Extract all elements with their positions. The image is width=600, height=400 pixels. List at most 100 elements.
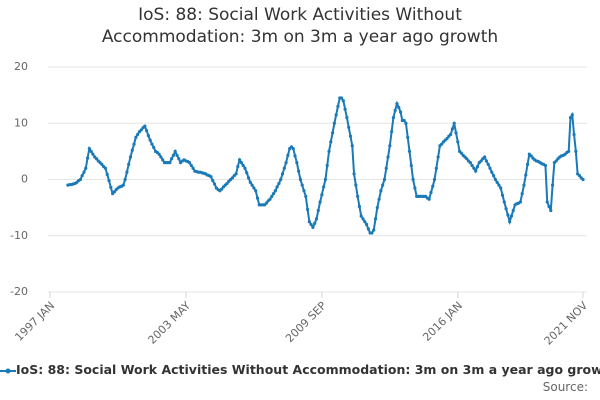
data-point (508, 220, 512, 224)
data-point (230, 176, 235, 180)
data-point (316, 208, 320, 213)
data-point (545, 200, 549, 204)
data-point (297, 169, 301, 173)
data-point (150, 142, 154, 146)
legend: IoS: 88: Social Work Activities Without … (0, 362, 600, 382)
data-point (212, 182, 217, 186)
data-point (366, 227, 370, 231)
data-point (577, 173, 582, 178)
data-point (543, 163, 548, 168)
data-point (522, 183, 526, 187)
data-point (332, 121, 336, 125)
data-point (334, 113, 338, 117)
data-point (359, 214, 363, 218)
data-point (305, 207, 310, 211)
source: Source: (542, 380, 588, 394)
chart-title: IoS: 88: Social Work Activities Without … (101, 5, 499, 47)
x-tick-label: 1997 JAN (12, 299, 57, 344)
x-tick-label: 2009 SEP (283, 299, 329, 345)
data-point (254, 189, 258, 193)
data-point (144, 128, 149, 133)
data-point (364, 222, 369, 227)
data-point (343, 107, 347, 111)
data-point (483, 155, 487, 159)
data-point (291, 146, 295, 151)
data-point (436, 155, 440, 159)
data-point (479, 159, 483, 163)
data-point (574, 149, 578, 153)
data-point (470, 163, 474, 168)
data-point (302, 189, 306, 193)
data-point (330, 131, 335, 135)
data-point (393, 108, 397, 112)
data-point (465, 157, 469, 161)
data-point (175, 153, 179, 157)
data-point (91, 152, 95, 156)
legend-swatch (0, 368, 16, 373)
data-point (275, 185, 279, 189)
data-point (112, 190, 116, 194)
data-point (89, 149, 93, 153)
data-point (474, 169, 478, 173)
data-point (454, 131, 458, 135)
data-point (100, 162, 104, 166)
data-point (282, 166, 286, 170)
data-point (325, 163, 329, 168)
data-point (132, 142, 136, 146)
data-point (352, 172, 356, 176)
data-point (109, 185, 113, 189)
data-point (404, 121, 408, 125)
y-tick-label: 10 (14, 116, 28, 129)
data-point (84, 166, 88, 170)
data-point (493, 177, 497, 182)
data-point (472, 166, 476, 170)
data-point (456, 140, 460, 144)
data-point (136, 132, 140, 137)
data-point (506, 213, 510, 217)
data-point (170, 157, 174, 161)
data-point (459, 151, 463, 155)
data-point (173, 149, 177, 153)
data-point (314, 217, 319, 221)
data-point (547, 204, 551, 209)
data-point (491, 173, 496, 178)
data-point (320, 193, 324, 197)
data-point (168, 161, 172, 165)
data-point (248, 180, 252, 184)
y-tick-label: 20 (14, 60, 28, 73)
data-point (241, 163, 245, 168)
data-point (130, 148, 134, 152)
data-point (395, 101, 399, 106)
data-point (391, 116, 396, 120)
y-tick-label: -10 (10, 229, 28, 242)
data-point (350, 144, 354, 148)
data-point (572, 132, 576, 137)
data-point (189, 163, 193, 168)
chart: -20 -10 0 10 20 1997 JAN 2003 MAY 2009 SEP 2016 … (10, 60, 591, 348)
data-point (445, 136, 449, 141)
x-tick-label: 2021 NOV (542, 299, 591, 348)
data-point (271, 191, 276, 196)
data-point (398, 110, 403, 114)
data-point (211, 179, 215, 183)
data-point (143, 124, 147, 128)
data-point (377, 197, 381, 201)
data-point (347, 125, 351, 129)
data-point (85, 156, 90, 160)
data-point (440, 142, 444, 146)
data-point (504, 207, 508, 211)
data-point (520, 191, 524, 196)
data-point (568, 116, 573, 120)
data-point (348, 134, 353, 138)
data-point (570, 113, 574, 117)
data-point (397, 105, 401, 110)
data-point (225, 181, 229, 186)
data-point (94, 157, 99, 161)
data-point (550, 183, 555, 187)
data-point (171, 153, 176, 157)
data-point (554, 159, 558, 163)
data-point (341, 99, 345, 103)
data-point (327, 149, 331, 153)
data-point (252, 186, 256, 190)
